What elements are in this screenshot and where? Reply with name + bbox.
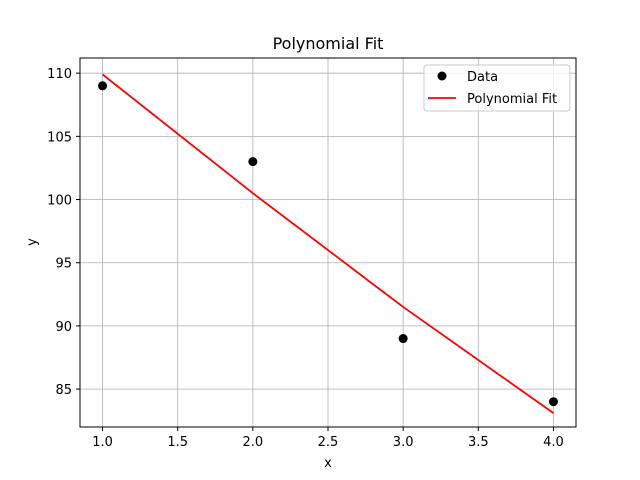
- y-tick-label: 85: [55, 383, 72, 398]
- x-tick-label: 1.5: [167, 435, 188, 450]
- data-point: [98, 81, 108, 91]
- x-tick-label: 1.0: [92, 435, 113, 450]
- x-tick-label: 3.5: [468, 435, 489, 450]
- x-tick-label: 3.0: [393, 435, 414, 450]
- legend-data-label: Data: [467, 70, 498, 85]
- x-tick-label: 2.0: [243, 435, 264, 450]
- axis-ticks: 1.0 1.5 2.0 2.5 3.0 3.5 4.0 85 90 95 100 105 110: [47, 67, 564, 450]
- plot-frame: [79, 57, 577, 428]
- legend-box: [423, 64, 571, 112]
- fit-line: [101, 73, 554, 414]
- data-point: [548, 397, 558, 407]
- y-tick-label: 105: [47, 130, 72, 145]
- legend-fit-label: Polynomial Fit: [467, 92, 557, 107]
- data-point: [248, 157, 258, 167]
- legend: Data Polynomial Fit: [423, 64, 571, 112]
- grid: [80, 58, 576, 427]
- y-axis-label: y: [25, 238, 40, 246]
- legend-data-marker: [437, 71, 447, 81]
- x-axis-label: x: [324, 456, 332, 471]
- y-tick-label: 95: [55, 257, 72, 272]
- chart-title: Polynomial Fit: [273, 34, 384, 53]
- x-tick-label: 2.5: [318, 435, 339, 450]
- data-point: [398, 334, 408, 344]
- x-tick-label: 4.0: [543, 435, 564, 450]
- y-tick-label: 90: [55, 320, 72, 335]
- plot-series: [98, 73, 558, 414]
- y-tick-label: 110: [47, 67, 72, 82]
- y-tick-label: 100: [47, 194, 72, 209]
